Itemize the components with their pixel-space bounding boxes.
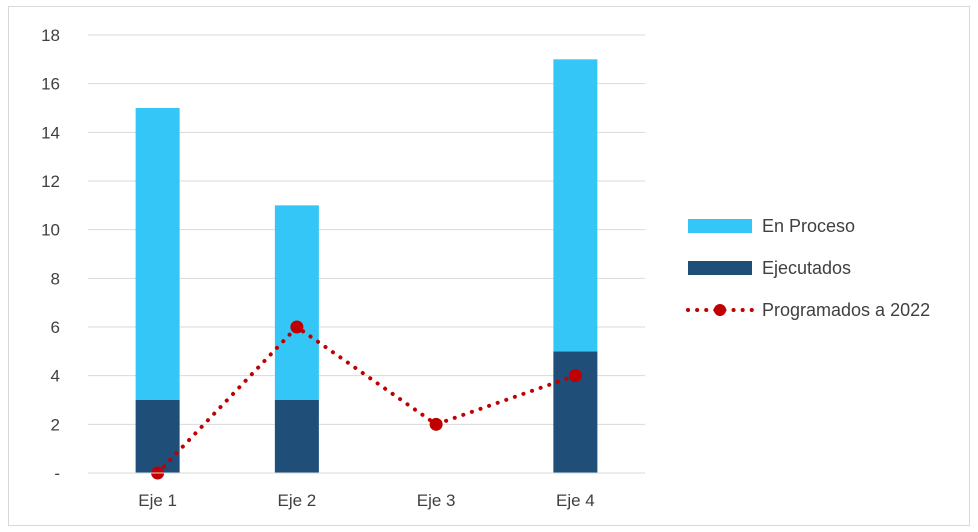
legend-marker-programados-a-2022 bbox=[714, 304, 726, 316]
y-tick-label: 4 bbox=[51, 367, 60, 386]
bar-ejecutados-eje-2 bbox=[274, 400, 319, 473]
legend-label-ejecutados: Ejecutados bbox=[762, 258, 851, 278]
y-tick-label: 10 bbox=[41, 221, 60, 240]
x-tick-label: Eje 3 bbox=[417, 491, 456, 510]
y-tick-label: - bbox=[54, 464, 60, 483]
legend-swatch-ejecutados bbox=[688, 261, 752, 275]
legend: En Proceso Ejecutados Programados a 2022 bbox=[686, 216, 930, 320]
y-tick-label: 18 bbox=[41, 26, 60, 45]
bar-ejecutados-eje-1 bbox=[135, 400, 180, 473]
y-tick-label: 8 bbox=[51, 269, 60, 288]
marker-programados-eje-4 bbox=[568, 369, 582, 383]
legend-swatch-en-proceso bbox=[688, 219, 752, 233]
bar-en-proceso-eje-2 bbox=[274, 205, 319, 400]
y-tick-label: 14 bbox=[41, 123, 60, 142]
y-tick-label: 12 bbox=[41, 172, 60, 191]
y-tick-label: 6 bbox=[51, 318, 60, 337]
bar-en-proceso-eje-1 bbox=[135, 108, 180, 400]
x-tick-label: Eje 4 bbox=[556, 491, 595, 510]
marker-programados-eje-3 bbox=[429, 417, 443, 431]
x-tick-label: Eje 1 bbox=[138, 491, 177, 510]
y-tick-label: 16 bbox=[41, 75, 60, 94]
legend-label-programados-a-2022: Programados a 2022 bbox=[762, 300, 930, 320]
programados-line bbox=[151, 320, 582, 480]
line-programados bbox=[155, 324, 578, 475]
legend-label-en-proceso: En Proceso bbox=[762, 216, 855, 236]
y-tick-label: 2 bbox=[51, 415, 60, 434]
marker-programados-eje-2 bbox=[290, 320, 304, 334]
bars bbox=[135, 59, 598, 473]
x-tick-label: Eje 2 bbox=[278, 491, 317, 510]
y-axis: - 2 4 6 8 10 12 14 16 18 bbox=[41, 26, 60, 483]
bar-en-proceso-eje-4 bbox=[553, 59, 598, 352]
x-axis: Eje 1 Eje 2 Eje 3 Eje 4 bbox=[88, 472, 645, 510]
